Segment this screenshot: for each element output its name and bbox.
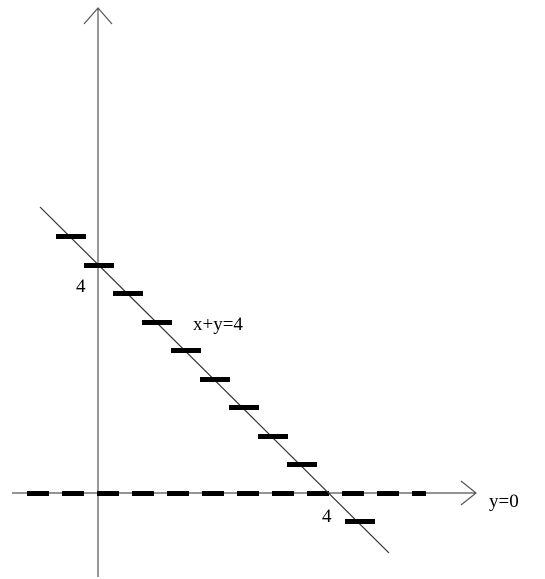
line-tick [287, 462, 317, 467]
dash [237, 491, 259, 496]
dash [167, 491, 189, 496]
y-intercept-label: 4 [76, 276, 86, 297]
line-tick [84, 263, 114, 268]
y-axis-arrowhead [83, 7, 113, 25]
dash [62, 491, 84, 496]
line-tick [229, 405, 259, 410]
line-tick [258, 434, 288, 439]
line-tick [171, 348, 201, 353]
dash [27, 491, 49, 496]
line-tick [200, 377, 230, 382]
dash [202, 491, 224, 496]
x-intercept-label: 4 [322, 506, 332, 527]
dash [342, 491, 364, 496]
y-axis [83, 7, 113, 577]
dash [272, 491, 294, 496]
dash [307, 491, 329, 496]
dash [377, 491, 399, 496]
x-axis-line-label: y=0 [489, 491, 519, 512]
line-label: x+y=4 [193, 314, 243, 335]
line-ticks [56, 234, 375, 524]
line-tick [142, 320, 172, 325]
line-tick [113, 291, 143, 296]
dash [132, 491, 154, 496]
dash [97, 491, 119, 496]
x-axis-arrowhead [460, 480, 477, 506]
line-tick [56, 234, 86, 239]
dashed-line-y0 [27, 491, 426, 496]
line-tick [345, 519, 375, 524]
dash [412, 491, 426, 496]
